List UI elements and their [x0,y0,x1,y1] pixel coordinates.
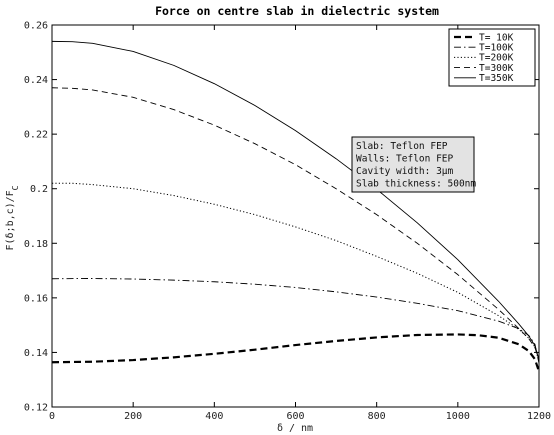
y-tick-label: 0.18 [24,239,48,250]
y-tick-label: 0.26 [24,21,48,32]
x-tick-label: 200 [124,411,142,422]
series-line-1 [51,278,540,364]
x-tick-label: 0 [49,411,55,422]
y-tick-label: 0.22 [24,130,48,141]
y-axis-label-subscript: C [11,185,20,190]
chart-title: Force on centre slab in dielectric syste… [155,4,439,18]
legend-label-0: T= 10K [479,32,514,43]
x-tick-label: 1000 [446,411,470,422]
series-lines [51,40,541,372]
y-axis-label-main: F(δ;b,c)/F [5,190,16,250]
info-line-1: Walls: Teflon FEP [356,154,454,165]
x-axis-label: δ / nm [277,423,313,434]
x-tick-label: 600 [286,411,304,422]
x-tick-label: 800 [368,411,386,422]
series-line-4 [51,40,540,360]
x-tick-label: 400 [205,411,223,422]
info-line-0: Slab: Teflon FEP [356,141,448,152]
plot-frame [51,24,540,408]
legend-box [448,28,536,87]
y-tick-label: 0.24 [24,75,48,86]
legend-label-4: T=350K [479,73,514,84]
info-box-frame [351,136,475,193]
legend-label-2: T=200K [479,53,514,64]
info-line-2: Cavity width: 3μm [356,166,454,177]
legend-label-1: T=100K [479,43,514,54]
y-tick-label: 0.14 [24,348,48,359]
x-tick-label: 1200 [527,411,551,422]
y-tick-label: 0.2 [30,184,48,195]
y-axis-label: F(δ;b,c)/FC [5,185,20,250]
series-line-0 [51,333,541,372]
axis-ticks: 0 200 400 600 800 1000 1200 0.12 0.14 0.16 0.18 0.2… [24,21,551,423]
info-box: Slab: Teflon FEP Walls: Teflon FEPCavity … [351,136,476,193]
y-tick-label: 0.12 [24,403,48,414]
legend-label-3: T=300K [479,63,514,74]
series-line-3 [51,87,540,361]
y-tick-label: 0.16 [24,293,48,304]
info-line-3: Slab thickness: 500nm [356,179,476,190]
